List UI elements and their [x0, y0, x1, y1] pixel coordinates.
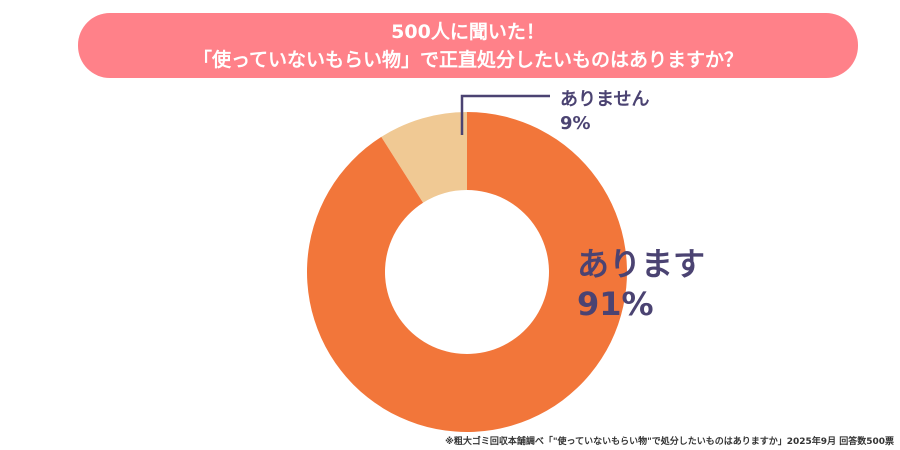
label-no-value: 9%	[560, 113, 591, 134]
source-note: ※粗大ゴミ回収本舗調べ「"使っていないもらい物"で処分したいものはありますか」2…	[445, 437, 894, 447]
slice-yes	[306, 112, 627, 432]
title-line1: 500人に聞いた！	[391, 21, 545, 43]
slice-no	[381, 112, 467, 203]
label-yes: あります 91%	[577, 244, 705, 324]
label-no: ありません 9%	[560, 88, 649, 136]
leader-line	[460, 94, 550, 135]
title-line2: 「使っていないもらい物」で正直処分したいものはありますか？	[192, 49, 744, 71]
title-banner: 500人に聞いた！ 「使っていないもらい物」で正直処分したいものはありますか？	[78, 13, 858, 78]
label-yes-name: あります	[577, 245, 706, 283]
label-yes-value: 91%	[577, 285, 654, 323]
label-no-name: ありません	[560, 89, 650, 110]
